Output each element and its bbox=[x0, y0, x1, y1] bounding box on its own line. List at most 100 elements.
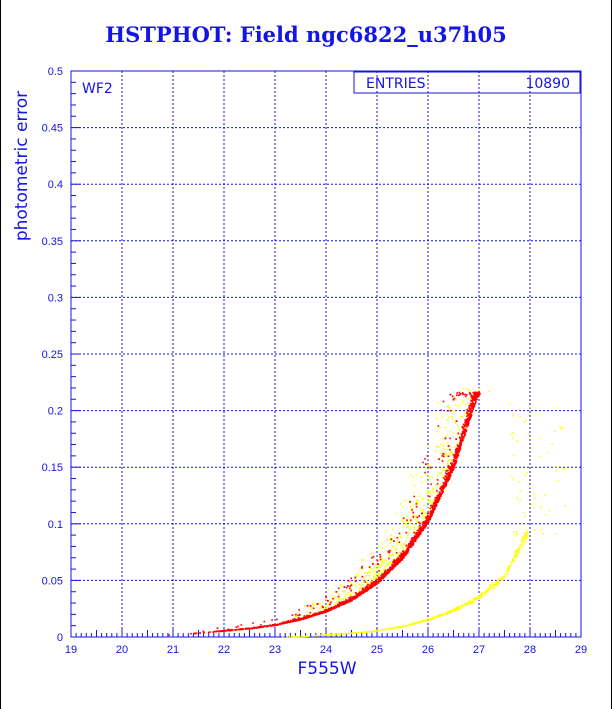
data-point bbox=[365, 575, 368, 577]
data-point bbox=[454, 457, 457, 459]
data-point bbox=[479, 596, 482, 598]
data-point bbox=[291, 635, 293, 638]
y-tick-label: 0.05 bbox=[42, 575, 63, 587]
data-point bbox=[353, 632, 356, 634]
data-point bbox=[538, 455, 541, 458]
data-point bbox=[424, 458, 426, 460]
data-point bbox=[294, 613, 297, 616]
data-point bbox=[387, 571, 390, 574]
data-point bbox=[424, 620, 426, 622]
stats-box: ENTRIES 10890 bbox=[353, 71, 581, 94]
data-point bbox=[334, 604, 336, 606]
data-point bbox=[460, 435, 463, 438]
data-point bbox=[430, 504, 432, 507]
data-point bbox=[404, 544, 407, 547]
data-point bbox=[433, 503, 435, 505]
data-point bbox=[442, 490, 444, 493]
data-point bbox=[447, 610, 450, 613]
data-point bbox=[391, 566, 394, 568]
data-point bbox=[263, 625, 265, 628]
data-point bbox=[324, 610, 326, 612]
data-point bbox=[390, 549, 393, 551]
data-point bbox=[422, 510, 424, 512]
data-point bbox=[351, 584, 354, 587]
data-point bbox=[396, 544, 399, 547]
data-point bbox=[394, 535, 396, 537]
y-tick-label: 0.5 bbox=[48, 66, 63, 78]
data-point bbox=[496, 581, 498, 583]
data-point bbox=[439, 426, 441, 429]
data-point bbox=[305, 635, 308, 638]
data-point bbox=[343, 633, 346, 635]
data-point bbox=[418, 533, 420, 536]
data-point bbox=[312, 603, 314, 606]
data-point bbox=[436, 495, 439, 497]
data-point bbox=[429, 501, 431, 504]
data-point bbox=[497, 582, 499, 584]
data-point bbox=[433, 504, 436, 507]
data-point bbox=[343, 586, 346, 588]
data-point bbox=[444, 480, 447, 482]
data-point bbox=[430, 619, 432, 621]
data-point bbox=[281, 635, 284, 638]
data-point bbox=[326, 607, 328, 609]
data-point bbox=[427, 492, 430, 494]
data-point bbox=[454, 421, 457, 423]
data-point bbox=[349, 585, 352, 588]
data-point bbox=[457, 453, 459, 455]
data-point bbox=[375, 575, 378, 578]
data-point bbox=[237, 625, 239, 628]
y-tick-label: 0 bbox=[57, 632, 63, 644]
data-point bbox=[339, 583, 341, 586]
data-point bbox=[353, 591, 355, 594]
data-point bbox=[316, 603, 319, 605]
data-point bbox=[362, 590, 365, 593]
data-point bbox=[397, 626, 399, 629]
data-point bbox=[379, 565, 382, 567]
data-point bbox=[526, 535, 529, 538]
data-point bbox=[478, 596, 481, 598]
data-point bbox=[440, 614, 442, 616]
data-point bbox=[426, 620, 428, 622]
data-point bbox=[447, 476, 449, 478]
data-point bbox=[340, 602, 342, 605]
data-point bbox=[441, 477, 444, 479]
data-point bbox=[467, 601, 470, 603]
data-point bbox=[454, 610, 456, 612]
data-point bbox=[425, 618, 427, 621]
data-point bbox=[512, 557, 514, 560]
data-point bbox=[437, 493, 440, 496]
data-point bbox=[342, 589, 345, 592]
data-points bbox=[168, 388, 567, 638]
data-point bbox=[405, 550, 408, 552]
data-point bbox=[437, 496, 440, 499]
data-point bbox=[242, 628, 245, 631]
data-point bbox=[466, 422, 468, 424]
data-point bbox=[455, 457, 458, 460]
data-point bbox=[382, 576, 384, 579]
data-point bbox=[434, 484, 437, 486]
data-point bbox=[446, 462, 449, 465]
data-point bbox=[411, 543, 414, 545]
data-point bbox=[473, 597, 476, 600]
data-point bbox=[460, 442, 462, 445]
data-point bbox=[315, 634, 318, 637]
data-point bbox=[490, 586, 492, 588]
data-point bbox=[454, 455, 456, 458]
data-point bbox=[409, 544, 412, 546]
data-point bbox=[377, 576, 379, 579]
data-point bbox=[425, 524, 428, 527]
data-point bbox=[389, 627, 391, 630]
data-point bbox=[276, 624, 278, 626]
data-point bbox=[348, 632, 350, 635]
data-point bbox=[355, 593, 358, 596]
data-point bbox=[358, 588, 361, 591]
data-point bbox=[378, 544, 380, 547]
data-point bbox=[286, 635, 288, 638]
data-point bbox=[403, 543, 405, 545]
data-point bbox=[400, 555, 403, 558]
data-point bbox=[260, 624, 262, 626]
data-point bbox=[368, 574, 371, 576]
data-point bbox=[455, 608, 457, 610]
data-point bbox=[418, 530, 421, 533]
